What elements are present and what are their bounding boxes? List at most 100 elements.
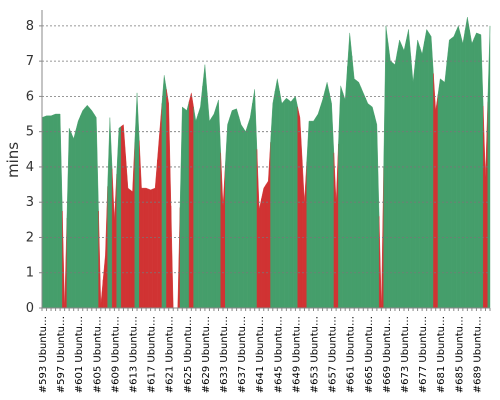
area-segment bbox=[175, 207, 181, 309]
area-segment bbox=[288, 98, 294, 309]
area-segment bbox=[387, 43, 393, 309]
area-segment bbox=[360, 87, 366, 309]
area-segment bbox=[365, 98, 371, 309]
area-segment bbox=[53, 113, 59, 309]
area-segment bbox=[401, 39, 407, 309]
area-segment bbox=[102, 186, 108, 309]
area-segment bbox=[460, 30, 466, 309]
area-segment bbox=[166, 89, 172, 309]
x-tick-label: #597 Ubuntu… bbox=[56, 316, 67, 393]
area-segment bbox=[483, 101, 488, 309]
x-tick-label: #613 Ubuntu… bbox=[129, 316, 140, 393]
area-segment bbox=[75, 115, 81, 309]
area-segment bbox=[442, 61, 448, 309]
area-segment bbox=[315, 106, 321, 309]
area-segment bbox=[306, 120, 312, 309]
area-segment bbox=[125, 156, 131, 309]
y-tick-label: 8 bbox=[26, 19, 34, 34]
area-segment bbox=[134, 92, 140, 309]
y-tick-label: 7 bbox=[26, 54, 34, 69]
x-tick-label: #625 Ubuntu… bbox=[183, 316, 194, 393]
area-segment bbox=[116, 125, 122, 309]
area-segment bbox=[48, 114, 54, 309]
area-segment bbox=[256, 149, 262, 309]
area-segment bbox=[446, 37, 452, 309]
area-segment bbox=[329, 92, 335, 309]
x-tick-label: #689 Ubuntu… bbox=[472, 316, 483, 393]
area-segment bbox=[188, 92, 194, 309]
area-segment bbox=[424, 28, 430, 309]
area-segment bbox=[374, 115, 380, 309]
y-tick-label: 2 bbox=[26, 230, 34, 245]
area-segment bbox=[464, 17, 470, 309]
area-segment bbox=[369, 104, 375, 309]
x-tick-label: #665 Ubuntu… bbox=[364, 316, 375, 393]
area-segment bbox=[157, 103, 163, 309]
area-segment bbox=[274, 78, 280, 309]
y-tick-label: 0 bbox=[26, 301, 34, 316]
area-segment bbox=[342, 66, 348, 309]
area-segment bbox=[57, 113, 63, 309]
area-segment bbox=[347, 32, 353, 309]
area-segment bbox=[202, 64, 208, 309]
area-segment bbox=[302, 159, 307, 309]
area-segment bbox=[179, 106, 185, 309]
area-segment bbox=[143, 187, 149, 309]
x-tick-label: #637 Ubuntu… bbox=[237, 316, 248, 393]
area-segment bbox=[487, 25, 491, 309]
area-segment bbox=[451, 31, 457, 309]
area-segment bbox=[324, 82, 330, 309]
area-segment bbox=[351, 55, 357, 309]
x-tick-label: #641 Ubuntu… bbox=[255, 316, 266, 393]
area-segment bbox=[84, 104, 90, 309]
y-tick-label: 3 bbox=[26, 195, 34, 210]
x-tick-label: #657 Ubuntu… bbox=[328, 316, 339, 393]
area-segment bbox=[216, 99, 221, 309]
area-segment bbox=[111, 168, 117, 309]
area-segment bbox=[478, 33, 484, 309]
area-segment bbox=[410, 55, 416, 309]
area-segment bbox=[234, 108, 240, 309]
area-segment bbox=[243, 124, 249, 309]
area-segment bbox=[297, 106, 303, 309]
area-segment bbox=[392, 52, 398, 309]
area-segment bbox=[238, 116, 244, 309]
y-tick-label: 1 bbox=[26, 266, 34, 281]
area-segment bbox=[197, 85, 203, 309]
x-tick-label: #629 Ubuntu… bbox=[201, 316, 212, 393]
x-tick-label: #653 Ubuntu… bbox=[310, 316, 321, 393]
area-segment bbox=[338, 85, 344, 309]
x-tick-label: #633 Ubuntu… bbox=[219, 316, 230, 393]
area-segment bbox=[98, 211, 104, 309]
x-tick-label: #621 Ubuntu… bbox=[165, 316, 176, 393]
x-tick-label: #617 Ubuntu… bbox=[147, 316, 158, 393]
area-segment bbox=[93, 113, 99, 309]
area-segment bbox=[311, 116, 316, 309]
y-tick-label: 6 bbox=[26, 89, 34, 104]
area-segment bbox=[170, 205, 176, 309]
area-segment bbox=[139, 140, 145, 309]
area-segment bbox=[148, 188, 154, 309]
area-segment bbox=[320, 91, 326, 309]
area-segment bbox=[193, 106, 199, 309]
x-tick-label: #645 Ubuntu… bbox=[273, 316, 284, 393]
area-segment bbox=[270, 91, 276, 309]
area-segment bbox=[469, 30, 475, 309]
x-tick-label: #593 Ubuntu… bbox=[38, 316, 49, 393]
area-segment bbox=[89, 107, 95, 309]
x-tick-label: #661 Ubuntu… bbox=[346, 316, 357, 393]
area-segment bbox=[247, 103, 253, 309]
area-segment bbox=[397, 39, 402, 309]
x-tick-label: #669 Ubuntu… bbox=[382, 316, 393, 393]
area-segment bbox=[283, 97, 289, 309]
area-segment bbox=[333, 144, 339, 309]
area-segment bbox=[225, 117, 230, 309]
area-segment bbox=[356, 80, 362, 309]
area-segment bbox=[206, 92, 212, 309]
area-segment bbox=[415, 39, 421, 309]
area-segment bbox=[44, 115, 49, 309]
area-segment bbox=[419, 41, 425, 309]
area-segment bbox=[252, 89, 258, 309]
x-tick-label: #605 Ubuntu… bbox=[92, 316, 103, 393]
